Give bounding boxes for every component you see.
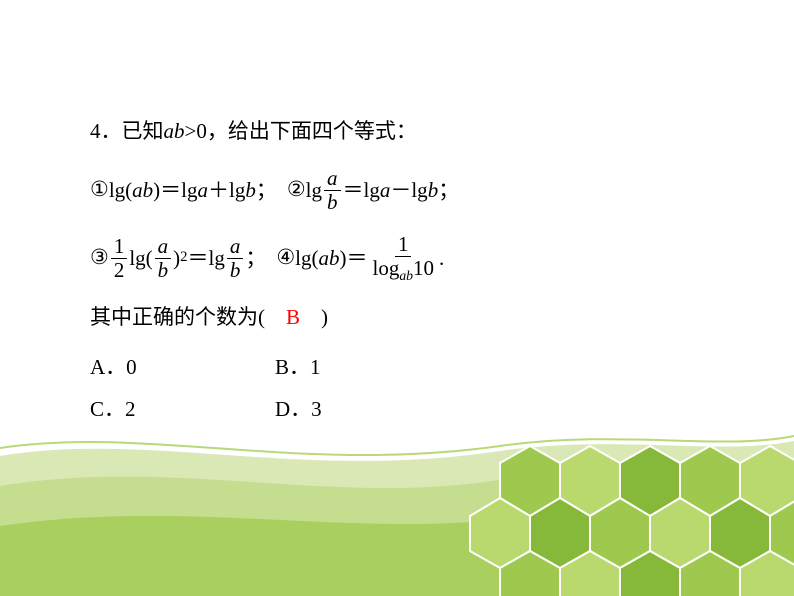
eq3-half-num: 1 <box>111 236 128 259</box>
honeycomb-decor <box>470 446 794 596</box>
eq1-b: b <box>245 169 256 211</box>
question-stem-line: 4． 已知 ab >0 ，给出下面四个等式： <box>90 110 710 152</box>
eq4-lg: lg( <box>295 237 318 279</box>
eq1-a: a <box>197 169 208 211</box>
hex <box>620 446 680 516</box>
mark-2: ② <box>287 169 306 211</box>
equations-line-1: ① lg( ab )＝lg a ＋lg b ； ② lg a b ＝lg a －… <box>90 160 710 220</box>
option-d: D．3 <box>275 388 322 430</box>
eq4-var: ab <box>319 237 340 279</box>
hex <box>470 498 530 568</box>
tail-prefix: 其中正确的个数为( <box>90 296 286 338</box>
hex <box>500 446 560 516</box>
tail-suffix: ) <box>300 296 328 338</box>
eq3-num: a <box>155 236 172 259</box>
eq1-var: ab <box>132 169 153 211</box>
hex <box>560 446 620 516</box>
mark-4: ④ <box>276 237 295 279</box>
option-b: B．1 <box>275 346 321 388</box>
wave-line <box>0 436 794 455</box>
eq2-semi: ； <box>438 169 459 211</box>
eq2-num: a <box>324 168 341 191</box>
eq4-den-10: 10 <box>413 256 434 280</box>
condition-var: ab <box>164 110 185 152</box>
hex <box>680 446 740 516</box>
wave-2 <box>0 466 794 596</box>
eq3-num2: a <box>227 236 244 259</box>
options-row-1: A．0 B．1 <box>90 346 710 388</box>
eq4-close: )＝ <box>340 237 368 279</box>
eq2-a: a <box>380 169 391 211</box>
option-a: A．0 <box>90 346 275 388</box>
options-row-2: C．2 D．3 <box>90 388 710 430</box>
hex <box>530 498 590 568</box>
slide: 4． 已知 ab >0 ，给出下面四个等式： ① lg( ab )＝lg a ＋… <box>0 0 794 596</box>
eq3-half: 1 2 <box>111 236 128 281</box>
answer-letter: B <box>286 296 300 338</box>
eq3-den: b <box>155 259 172 281</box>
eq2-lg: lg <box>306 169 322 211</box>
hex <box>740 551 794 596</box>
options-block: A．0 B．1 C．2 D．3 <box>90 346 710 430</box>
eq4-den-log: log <box>373 256 400 280</box>
eq1-plus: ＋lg <box>208 169 245 211</box>
stem-suffix: ，给出下面四个等式： <box>207 110 417 152</box>
hex <box>710 498 770 568</box>
hex <box>770 498 794 568</box>
eq4-den: logab10 <box>370 257 437 283</box>
equations-line-2: ③ 1 2 lg( a b ) 2 ＝lg a b ； ④ lg( ab )＝ <box>90 228 710 288</box>
eq3-lg: lg( <box>129 237 152 279</box>
eq4-frac: 1 logab10 <box>370 234 437 283</box>
eq1-lg: lg( <box>109 169 132 211</box>
eq3-semi: ； <box>245 237 266 279</box>
eq3-eq: ＝lg <box>188 237 225 279</box>
option-c: C．2 <box>90 388 275 430</box>
eq2-eq: ＝lg <box>343 169 380 211</box>
hex <box>740 446 794 516</box>
wave-3 <box>0 498 794 596</box>
eq2-frac: a b <box>324 168 341 213</box>
eq3-half-den: 2 <box>111 259 128 281</box>
mark-3: ③ <box>90 237 109 279</box>
hex <box>590 498 650 568</box>
answer-line: 其中正确的个数为( B ) <box>90 296 710 338</box>
eq2-b2: b <box>428 169 439 211</box>
eq4-period: . <box>439 237 444 279</box>
eq1-semi: ； <box>256 169 277 211</box>
mark-1: ① <box>90 169 109 211</box>
eq2-den: b <box>324 191 341 213</box>
condition-rel: >0 <box>185 110 207 152</box>
eq3-sq: 2 <box>180 243 187 272</box>
hex <box>650 498 710 568</box>
eq3-close: ) <box>173 237 180 279</box>
hex <box>680 551 740 596</box>
question-number: 4． <box>90 110 122 152</box>
eq3-frac1: a b <box>155 236 172 281</box>
eq3-frac2: a b <box>227 236 244 281</box>
hex <box>560 551 620 596</box>
hex <box>620 551 680 596</box>
wave-1 <box>0 441 794 596</box>
eq4-den-sub: ab <box>399 268 413 283</box>
eq4-num: 1 <box>395 234 412 257</box>
hex <box>500 551 560 596</box>
eq3-den2: b <box>227 259 244 281</box>
slide-decor <box>0 426 794 596</box>
eq2-minus: －lg <box>390 169 427 211</box>
eq1-close: )＝lg <box>153 169 197 211</box>
question-block: 4． 已知 ab >0 ，给出下面四个等式： ① lg( ab )＝lg a ＋… <box>90 110 710 430</box>
stem-prefix: 已知 <box>122 110 164 152</box>
